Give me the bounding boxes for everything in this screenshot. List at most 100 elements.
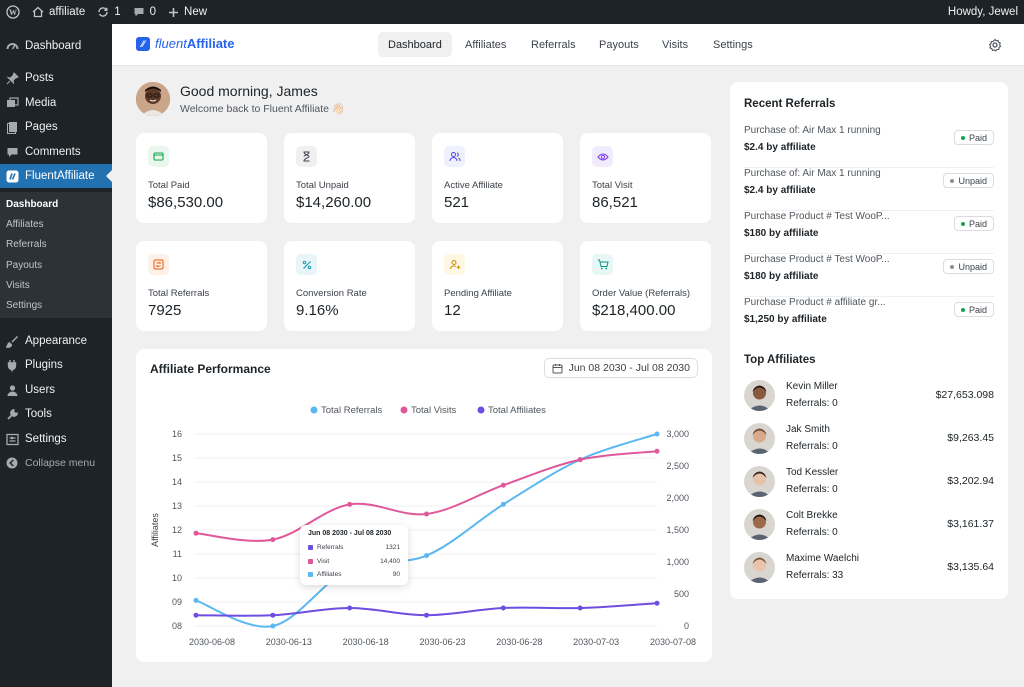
avatar	[744, 380, 775, 411]
submenu-affiliates[interactable]: Affiliates	[6, 219, 44, 230]
referral-row[interactable]: Purchase Product # Test WooP... $180 by a…	[744, 254, 994, 297]
menu-users[interactable]: Users	[0, 378, 112, 402]
series-line-total-visits	[195, 450, 658, 542]
updates-link[interactable]: 1	[91, 0, 126, 24]
submenu-referrals[interactable]: Referrals	[6, 239, 47, 250]
menu-label: Users	[25, 384, 56, 396]
y-left-tick-label: 08	[172, 621, 182, 631]
data-point	[424, 612, 429, 618]
referral-name: Purchase Product # Test WooP...	[744, 211, 890, 222]
fluent-affiliate-logo[interactable]: ⁄⁄ fluentAffiliate	[136, 36, 234, 51]
referral-amount: $180 by affiliate	[744, 228, 819, 239]
affiliate-amount: $3,161.37	[947, 518, 994, 530]
submenu-visits[interactable]: Visits	[6, 280, 30, 291]
stat-card-conversion-rate: Conversion Rate 9.16%	[284, 241, 415, 331]
y-right-tick-label: 500	[674, 589, 689, 599]
data-point	[193, 612, 199, 618]
y-right-tick-label: 2,000	[666, 493, 689, 503]
tooltip-row-visit: Visit 14,400	[308, 557, 400, 566]
affiliate-amount: $3,135.64	[947, 561, 994, 573]
referral-row[interactable]: Purchase Product # affiliate gr... $1,250…	[744, 297, 994, 340]
status-text: Paid	[968, 218, 987, 229]
tab-payouts[interactable]: Payouts	[599, 38, 639, 51]
tab-visits[interactable]: Visits	[662, 38, 689, 51]
dashboard-icon	[5, 39, 19, 53]
avatar	[744, 552, 775, 583]
menu-fluentaffiliate[interactable]: FluentAffiliate	[0, 164, 112, 188]
date-range-picker[interactable]: Jun 08 2030 - Jul 08 2030	[543, 358, 698, 378]
menu-label: Tools	[25, 408, 52, 420]
people-icon	[444, 146, 465, 167]
data-point	[347, 501, 353, 507]
data-point	[193, 530, 199, 536]
site-name-link[interactable]: affiliate	[26, 0, 91, 24]
tooltip-label: Affiliates	[317, 571, 342, 578]
plugin-header: ⁄⁄ fluentAffiliate Dashboard Affiliates …	[112, 24, 1024, 66]
menu-collapse[interactable]: Collapse menu	[0, 451, 112, 475]
menu-settings[interactable]: Settings	[0, 427, 112, 451]
x-tick-label: 2030-07-08	[650, 637, 696, 647]
admin-bar: W affiliate 1 0 New Howdy, Jewel	[0, 0, 1024, 24]
affiliate-referrals: Referrals: 0	[786, 441, 838, 452]
affiliate-row[interactable]: Colt Brekke Referrals: 0 $3,161.37	[744, 509, 994, 552]
menu-posts[interactable]: Posts	[0, 66, 112, 90]
status-text: Unpaid	[958, 261, 987, 272]
tooltip-swatch	[308, 545, 313, 550]
menu-dashboard[interactable]: Dashboard	[0, 34, 112, 58]
affiliate-row[interactable]: Tod Kessler Referrals: 0 $3,202.94	[744, 466, 994, 509]
x-tick-label: 2030-06-08	[189, 637, 235, 647]
data-point	[654, 448, 660, 454]
submenu-payouts[interactable]: Payouts	[6, 260, 43, 271]
submenu-settings[interactable]: Settings	[6, 300, 43, 311]
account-menu[interactable]: Howdy, Jewel	[948, 0, 1018, 24]
legend-label: Total Visits	[411, 405, 456, 416]
data-point	[270, 623, 276, 629]
status-text: Unpaid	[958, 175, 987, 186]
affiliate-row[interactable]: Maxime Waelchi Referrals: 33 $3,135.64	[744, 552, 994, 595]
date-range-text: Jun 08 2030 - Jul 08 2030	[568, 362, 690, 374]
affiliate-name: Kevin Miller	[786, 381, 838, 392]
menu-tools[interactable]: Tools	[0, 402, 112, 426]
y-right-tick-label: 3,000	[666, 429, 689, 439]
legend-label: Total Referrals	[321, 405, 382, 416]
referral-row[interactable]: Purchase of: Air Max 1 running $2.4 by af…	[744, 125, 994, 168]
submenu-dashboard[interactable]: Dashboard	[6, 199, 59, 210]
menu-media[interactable]: Media	[0, 91, 112, 115]
status-dot	[960, 221, 965, 226]
tab-settings[interactable]: Settings	[713, 38, 753, 51]
stat-label: Pending Affiliate	[444, 288, 512, 299]
referral-name: Purchase Product # affiliate gr...	[744, 297, 886, 308]
data-point	[347, 605, 353, 611]
howdy-text: Howdy, Jewel	[947, 6, 1018, 18]
referral-row[interactable]: Purchase of: Air Max 1 running $2.4 by af…	[744, 168, 994, 211]
comments-link[interactable]: 0	[127, 0, 162, 24]
menu-appearance[interactable]: Appearance	[0, 329, 112, 353]
stat-value: $14,260.00	[296, 194, 372, 211]
referral-row[interactable]: Purchase Product # Test WooP... $180 by a…	[744, 211, 994, 254]
affiliate-row[interactable]: Kevin Miller Referrals: 0 $27,653.098	[744, 380, 994, 423]
affiliate-amount: $27,653.098	[935, 389, 994, 401]
status-text: Paid	[968, 132, 987, 143]
wrench-icon	[5, 407, 19, 421]
tooltip-label: Referrals	[317, 544, 344, 551]
gear-icon[interactable]	[988, 38, 1002, 52]
stat-card-total-visit: Total Visit 86,521	[580, 133, 711, 223]
stat-card-total-paid: Total Paid $86,530.00	[136, 133, 267, 223]
tab-dashboard[interactable]: Dashboard	[378, 32, 452, 57]
new-content-link[interactable]: New	[162, 0, 213, 24]
affiliate-row[interactable]: Jak Smith Referrals: 0 $9,263.45	[744, 423, 994, 466]
menu-plugins[interactable]: Plugins	[0, 353, 112, 377]
y-left-tick-label: 16	[172, 429, 182, 439]
menu-pages[interactable]: Pages	[0, 115, 112, 139]
wordpress-logo[interactable]: W	[0, 0, 26, 24]
menu-label: Appearance	[25, 335, 88, 347]
y-left-tick-label: 12	[172, 525, 182, 535]
menu-comments[interactable]: Comments	[0, 140, 112, 164]
stat-label: Total Unpaid	[296, 180, 349, 191]
tooltip-swatch	[308, 559, 313, 564]
data-point	[424, 511, 429, 517]
logo-affiliate: Affiliate	[186, 36, 235, 51]
tab-affiliates[interactable]: Affiliates	[465, 38, 507, 51]
tab-referrals[interactable]: Referrals	[531, 38, 576, 51]
comment-icon	[5, 145, 19, 159]
